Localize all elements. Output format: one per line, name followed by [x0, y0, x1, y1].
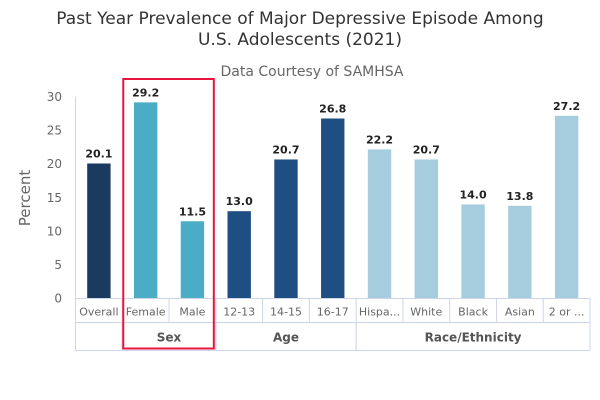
data-label: 26.8 — [319, 102, 346, 115]
highlight-box — [122, 78, 215, 350]
bar-2-or- — [554, 115, 579, 299]
x-tick-label: Black — [458, 306, 488, 319]
bar-12-13 — [227, 211, 251, 299]
bar-16-17 — [321, 118, 345, 299]
y-tick-label: 15 — [47, 191, 62, 205]
bar-male — [180, 221, 205, 299]
x-tick-label: White — [410, 306, 442, 319]
bar-white — [414, 159, 438, 299]
x-tick-label: 12-13 — [223, 306, 255, 319]
highlight-rectangle — [122, 78, 215, 350]
data-label: 20.1 — [85, 147, 112, 160]
chart-title-line-1: Past Year Prevalence of Major Depressive… — [56, 9, 543, 29]
data-label: 11.5 — [179, 205, 206, 218]
data-label: 22.2 — [366, 133, 393, 146]
chart-subtitle: Data Courtesy of SAMHSA — [221, 64, 404, 80]
y-tick-label: 20 — [47, 157, 62, 171]
y-tick-label: 5 — [54, 258, 62, 272]
x-group-label: Age — [273, 331, 299, 345]
y-tick-label: 30 — [47, 90, 62, 104]
data-label: 29.2 — [132, 86, 159, 99]
x-tick-label: Hispa... — [359, 306, 400, 319]
y-tick-label: 0 — [54, 292, 62, 306]
bar-14-15 — [274, 159, 298, 299]
data-label: 14.0 — [459, 188, 486, 201]
x-axis: Overall Female Male 12-13 14-15 16-17 Hispa...… — [75, 298, 591, 351]
chart-title-line-2: U.S. Adolescents (2021) — [198, 30, 402, 50]
y-axis: 0 5 10 15 20 25 30 — [47, 90, 76, 306]
bars: 20.1 29.2 11.5 13.0 20.7 26.8 22.2 20.7 14.0 13.8… — [85, 86, 580, 299]
bar-overall — [87, 163, 111, 299]
data-label: 20.7 — [413, 143, 440, 156]
x-tick-label: Female — [126, 306, 166, 319]
x-tick-label: 2 or ... — [549, 306, 585, 319]
data-label: 27.2 — [553, 100, 580, 113]
x-group-label: Sex — [157, 331, 182, 345]
y-tick-label: 25 — [47, 124, 62, 138]
x-tick-label: 14-15 — [270, 306, 302, 319]
data-label: 20.7 — [272, 143, 299, 156]
x-group-label: Race/Ethnicity — [425, 331, 522, 345]
y-tick-label: 10 — [47, 224, 62, 238]
data-label: 13.8 — [506, 190, 533, 203]
bar-female — [133, 102, 158, 299]
bar-black — [461, 204, 485, 299]
x-tick-label: Male — [179, 306, 205, 319]
x-tick-label: Asian — [505, 306, 535, 319]
bar-asian — [508, 205, 532, 299]
x-tick-label: Overall — [79, 306, 118, 319]
y-axis-label: Percent — [16, 170, 34, 227]
x-tick-label: 16-17 — [317, 306, 349, 319]
data-label: 13.0 — [226, 195, 253, 208]
bar-hispa- — [367, 149, 392, 299]
